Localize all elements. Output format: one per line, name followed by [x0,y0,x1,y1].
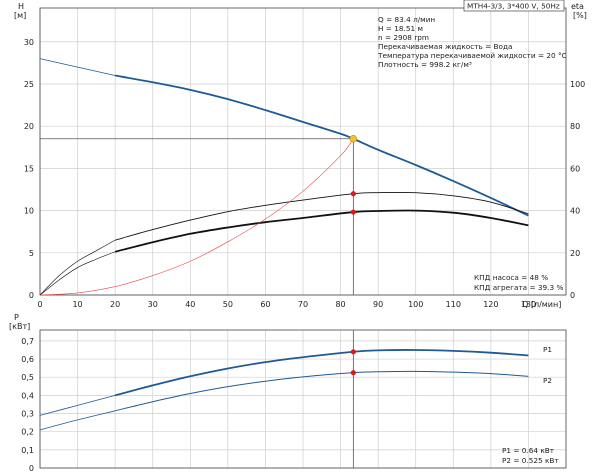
pump-efficiency-curve [115,191,529,241]
info-line: Плотность = 998.2 кг/м³ [378,60,472,69]
p1-note: P1 = 0.64 кВт [502,446,555,455]
x-tick-label: 10 [72,300,82,309]
y-tick-label: 30 [24,38,34,47]
x-tick-label: 20 [110,300,120,309]
p1-legend: P1 [543,345,552,354]
power-tick-label: 0,5 [21,373,34,382]
y-tick-label: 5 [29,249,34,258]
bottom-curves [39,349,529,431]
left-y-tick-labels: 0 5 10 15 20 25 30 [24,38,34,300]
info-line: Температура перекачиваемой жидкости = 20… [377,51,567,60]
p1-extended-curve [39,394,116,416]
x-tick-label: 80 [335,300,345,309]
head-extended-curve [39,58,116,76]
eta-tick-label: 80 [570,122,580,131]
x-tick-label: 40 [185,300,195,309]
head-axis-unit: [м] [14,11,26,20]
bottom-plot-frame [39,329,567,469]
x-tick-label: 0 [37,300,42,309]
unit-efficiency-curve [114,209,529,253]
top-curves [39,58,529,296]
info-line: Перекачиваемая жидкость = Вода [378,42,513,51]
npsh-curve [39,138,354,296]
power-tick-label: 0,6 [21,355,34,364]
markers [40,135,358,468]
x-tick-label: 50 [223,300,233,309]
head-curve [114,74,529,217]
power-tick-label: 0,3 [21,410,34,419]
eta-tick-label: 100 [570,80,585,89]
power-y-tick-labels: 0 0,1 0,2 0,3 0,4 0,5 0,6 0,7 [21,337,34,473]
power-tick-label: 0,1 [21,446,34,455]
x-tick-label: 120 [483,300,498,309]
p1-curve [114,349,529,397]
y-tick-label: 20 [24,122,34,131]
p2-extended-curve [39,410,116,431]
x-tick-label: 70 [298,300,308,309]
pump-efficiency-extended-curve [39,239,116,296]
x-tick-label: 100 [408,300,423,309]
power-tick-label: 0,7 [21,337,34,346]
top-grid [39,8,566,296]
x-tick-label: 130 [521,300,536,309]
head-axis-label: H [18,2,24,11]
y-tick-label: 25 [24,80,34,89]
y-tick-label: 10 [24,207,34,216]
x-tick-label: 90 [373,300,383,309]
eta-tick-label: 20 [570,249,580,258]
title-box [463,0,565,12]
info-line: H = 18.51 м [378,24,423,33]
power-axis-label: P [14,313,19,322]
power-tick-label: 0 [29,464,34,473]
p2-note: P2 = 0.525 кВт [502,456,559,465]
eta-axis-label: eta [571,2,584,11]
duty-point-marker [349,135,358,143]
bottom-grid [39,330,566,469]
efficiency-marker [350,191,356,197]
unit-efficiency-extended-curve [39,251,116,296]
x-tick-label: 110 [446,300,461,309]
eta-tick-label: 40 [570,207,580,216]
x-tick-label: 60 [260,300,270,309]
y-tick-label: 15 [24,164,34,173]
power-marker [350,370,356,376]
info-line: n = 2908 rpm [378,33,429,42]
pump-title: MTH4-3/3, 3*400 V, 50Hz [467,2,560,11]
eta-tick-label: 0 [570,291,575,300]
x-tick-labels: 0 10 20 30 40 50 60 70 80 90 100 110 120 130 [37,300,536,309]
p2-curve [115,370,529,412]
y-tick-label: 0 [29,291,34,300]
eta-axis-unit: [%] [573,11,587,20]
p2-legend: P2 [543,376,552,385]
power-tick-label: 0,2 [21,428,34,437]
efficiency-marker [350,209,356,215]
pump-efficiency-note: КПД насоса = 48 % [474,273,548,282]
flow-axis-label: Q [л/мин] [522,300,561,309]
power-marker [350,349,356,355]
power-axis-unit: [кВт] [9,322,30,331]
x-tick-label: 30 [148,300,158,309]
power-tick-label: 0,4 [21,391,34,400]
info-line: Q = 83.4 л/мин [378,15,435,24]
top-plot-frame [39,7,567,296]
unit-efficiency-note: КПД агрегата = 39.3 % [474,283,563,292]
eta-tick-label: 60 [570,164,580,173]
right-y-tick-labels: 0 20 40 60 80 100 [570,80,585,300]
